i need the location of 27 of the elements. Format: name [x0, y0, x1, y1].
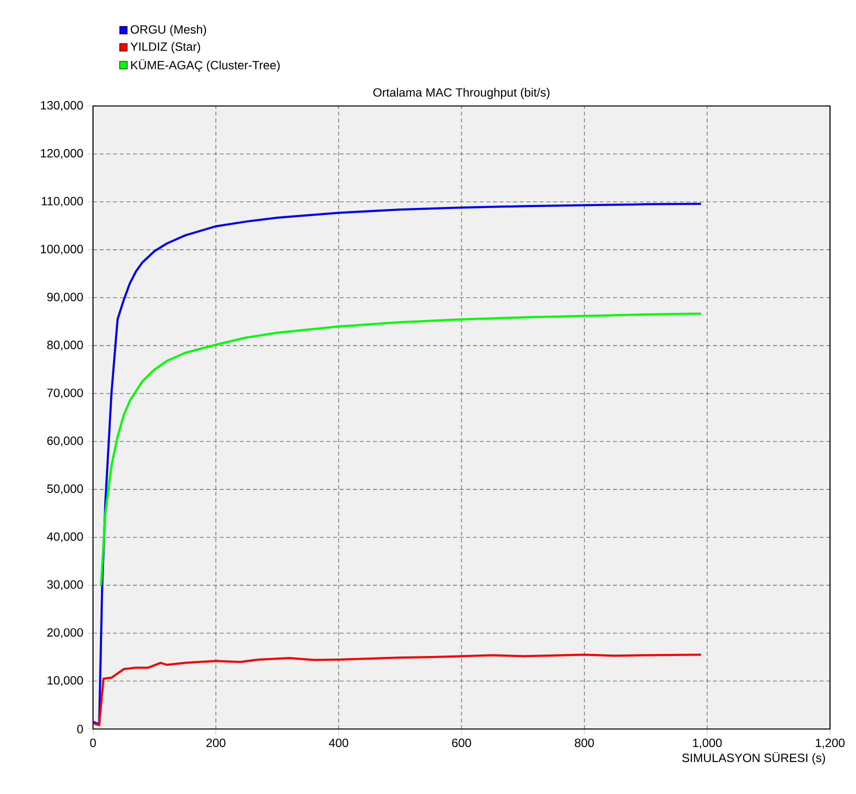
- y-tick-label: 100,000: [40, 244, 83, 255]
- legend-label: YILDIZ (Star): [130, 42, 200, 54]
- x-axis-title: SIMULASYON SÜRESI (s): [682, 752, 825, 764]
- y-tick-label: 20,000: [47, 628, 83, 638]
- y-tick-label: 40,000: [46, 532, 83, 542]
- x-tick-label: 600: [452, 738, 472, 748]
- x-tick-label: 200: [206, 738, 226, 748]
- chart-title: Ortalama MAC Throughput (bit/s): [373, 88, 550, 100]
- y-tick-label: 130,000: [40, 101, 83, 111]
- line-series: [93, 202, 702, 726]
- y-tick-label: 70,000: [47, 388, 83, 398]
- x-tick-label: 400: [328, 738, 348, 748]
- x-tick-label: 1,000: [693, 738, 722, 749]
- y-tick-label: 0: [77, 724, 83, 734]
- legend-label: KÜME-AGAÇ (Cluster-Tree): [131, 59, 280, 72]
- y-tick-label: 10,000: [48, 676, 83, 686]
- y-tick-label: 110,000: [42, 196, 83, 207]
- x-tick-label: 800: [574, 738, 594, 748]
- x-tick-label: 0: [90, 738, 96, 748]
- y-tick-label: 50,000: [47, 484, 83, 494]
- y-tick-label: 30,000: [47, 580, 83, 590]
- y-tick-label: 60,000: [47, 436, 83, 446]
- x-tick-label: 1,200: [816, 738, 845, 749]
- y-tick-label: 120,000: [40, 148, 83, 159]
- y-tick-label: 90,000: [47, 292, 83, 303]
- legend-label: ORGU (Mesh): [130, 24, 206, 36]
- y-tick-label: 80,000: [47, 340, 83, 351]
